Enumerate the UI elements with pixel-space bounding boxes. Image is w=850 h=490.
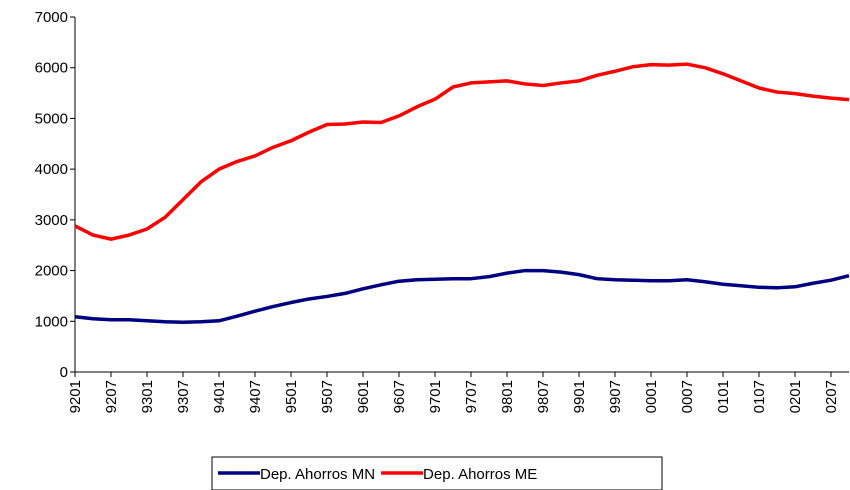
- x-tick-label: 9907: [607, 380, 624, 413]
- y-tick-label: 6000: [35, 60, 68, 77]
- x-tick-label: 9507: [319, 380, 336, 413]
- x-tick-label: 9301: [139, 380, 156, 413]
- x-tick-label: 0201: [787, 380, 804, 413]
- y-tick-label: 4000: [35, 161, 68, 178]
- x-tick-label: 9801: [499, 380, 516, 413]
- x-tick-label: 9807: [535, 380, 552, 413]
- series-line: [74, 62, 850, 241]
- x-tick-label: 9501: [283, 380, 300, 413]
- x-tick-label: 0207: [823, 380, 840, 413]
- x-tick-label: 9707: [463, 380, 480, 413]
- x-tick-label: 0007: [679, 380, 696, 413]
- x-tick-label: 9401: [211, 380, 228, 413]
- y-tick-label: 2000: [35, 263, 68, 280]
- legend-label: Dep. Ahorros MN: [260, 466, 375, 483]
- x-tick-label: 0107: [751, 380, 768, 413]
- y-tick-label: 3000: [35, 212, 68, 229]
- y-tick-label: 1000: [35, 313, 68, 330]
- x-tick-label: 9607: [391, 380, 408, 413]
- y-tick-label: 0: [60, 364, 68, 381]
- x-tick-label: 9201: [67, 380, 84, 413]
- x-tick-label: 9207: [103, 380, 120, 413]
- series-line: [74, 268, 850, 325]
- legend-label: Dep. Ahorros ME: [423, 466, 537, 483]
- x-tick-label: 9407: [247, 380, 264, 413]
- y-tick-label: 5000: [35, 110, 68, 127]
- x-tick-label: 9901: [571, 380, 588, 413]
- x-tick-label: 9701: [427, 380, 444, 413]
- x-tick-label: 0101: [715, 380, 732, 413]
- y-tick-label: 7000: [35, 9, 68, 26]
- x-tick-label: 9307: [175, 380, 192, 413]
- legend: Dep. Ahorros MN Dep. Ahorros ME: [211, 456, 663, 490]
- x-tick-label: 0001: [643, 380, 660, 413]
- x-tick-label: 9601: [355, 380, 372, 413]
- legend-box: [211, 456, 663, 490]
